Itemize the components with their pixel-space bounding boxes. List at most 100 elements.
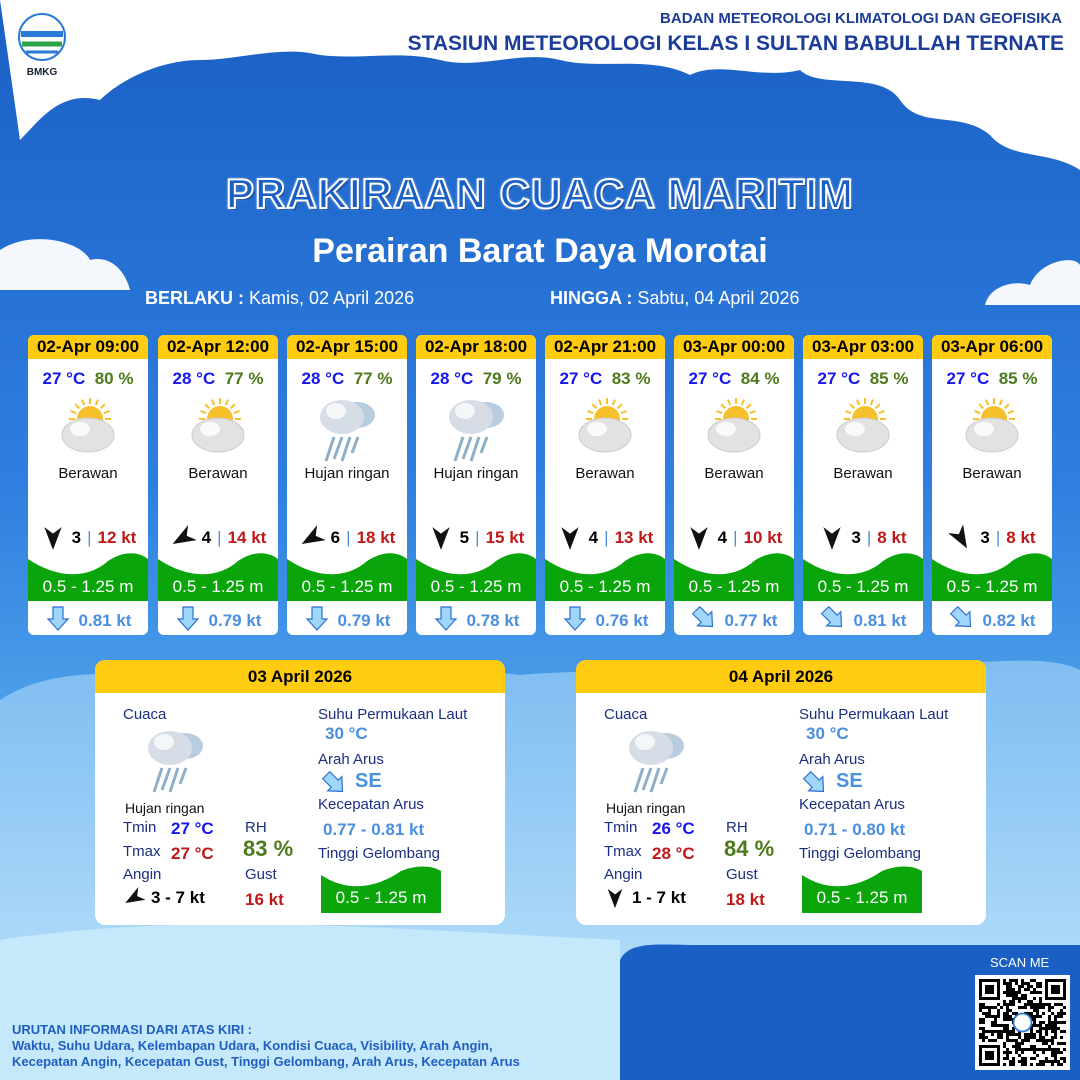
forecast-card: 02-Apr 18:00 28 °C 79 % Hujan ringan 5 | 1… [416,335,536,635]
current-speed: 0.81 kt [78,610,132,630]
partly-cloudy-icon [28,395,148,459]
wind-speed: 3 [71,528,82,547]
tmax-value: 28 °C [652,844,695,863]
arrow-southeast-icon [691,605,717,635]
label-angin: Angin [123,866,162,883]
partly-cloudy-icon [932,395,1052,459]
sst-value: 30 °C [806,724,849,743]
arrow-down-icon [433,605,459,635]
current-direction-icon [802,770,828,801]
forecast-time: 02-Apr 12:00 [158,335,278,359]
wind-speed: 6 [330,528,341,547]
org-name: BADAN METEOROLOGI KLIMATOLOGI DAN GEOFIS… [660,10,1062,27]
weather-condition: Hujan ringan [433,465,519,482]
daily-date: 04 April 2026 [576,660,986,693]
tmax-value: 27 °C [171,844,214,863]
wind-direction-icon [823,527,842,550]
weather-condition: Berawan [188,465,248,482]
air-temp: 27 °C [946,369,990,388]
arrow-down-icon [175,605,201,635]
current-speed: 0.82 kt [982,610,1036,630]
wave-height: 0.5 - 1.25 m [817,577,909,596]
forecast-card: 02-Apr 15:00 28 °C 77 % Hujan ringan 6 | 1… [287,335,407,635]
side-cloud-right [985,260,1080,305]
wave-icon [416,553,536,601]
air-temp: 28 °C [172,369,216,388]
weather-icon [621,726,691,801]
wave-icon [287,553,407,601]
sst-value: 30 °C [325,724,368,743]
partly-cloudy-icon [545,395,665,459]
wave-icon [28,553,148,601]
wave-icon [803,553,923,601]
air-temp: 28 °C [301,369,345,388]
arrow-down-icon [562,605,588,635]
wave-icon [932,553,1052,601]
forecast-card: 03-Apr 03:00 27 °C 85 % Berawan 3 | 8 kt 0… [803,335,923,635]
wave-icon [321,866,441,913]
wind-speed: 3 [851,528,861,547]
forecast-time: 03-Apr 00:00 [674,335,794,359]
label-kecepatan-arus: Kecepatan Arus [799,796,905,813]
weather-icon [140,726,210,801]
wind-direction-icon [172,525,196,544]
label-tinggi-gelombang: Tinggi Gelombang [318,845,441,862]
wind-direction-icon [44,527,62,550]
forecast-time: 03-Apr 03:00 [803,335,923,359]
wave-height: 0.5 - 1.25 m [42,577,134,596]
station-name: STASIUN METEOROLOGI KELAS I SULTAN BABUL… [407,32,1064,55]
partly-cloudy-icon [158,395,278,459]
header-clouds [0,0,1080,170]
wave-icon [545,553,665,601]
qr-code[interactable] [975,975,1070,1070]
humidity: 83 % [611,369,651,388]
gust-value: 16 kt [245,890,284,909]
gust-speed: 18 kt [356,528,396,547]
weather-condition: Hujan ringan [125,800,205,816]
forecast-card: 02-Apr 21:00 27 °C 83 % Berawan 4 | 13 kt … [545,335,665,635]
humidity: 85 % [998,369,1038,388]
forecast-card: 03-Apr 00:00 27 °C 84 % Berawan 4 | 10 kt … [674,335,794,635]
current-direction: SE [355,770,382,792]
current-speed: 0.81 kt [853,610,907,630]
light-rain-icon [287,395,407,462]
label-arah-arus: Arah Arus [318,751,384,768]
tmin-value: 26 °C [652,819,695,838]
light-rain-icon [416,395,536,462]
weather-condition: Berawan [833,465,893,482]
valid-from: BERLAKU : Kamis, 02 April 2026 [145,288,415,308]
arrow-down-icon [304,605,330,635]
label-gust: Gust [726,866,758,883]
footer-legend: URUTAN INFORMASI DARI ATAS KIRI : Waktu,… [12,1022,520,1069]
weather-condition: Hujan ringan [606,800,686,816]
label-tmax: Tmax [604,843,642,860]
wind-direction-icon [125,887,145,904]
wind-direction-icon [301,525,325,544]
arrow-southeast-icon [949,605,975,635]
rh-value: 83 % [243,836,294,861]
forecast-time: 02-Apr 15:00 [287,335,407,359]
current-speed: 0.76 kt [595,610,649,630]
air-temp: 27 °C [42,369,86,388]
current-speed-range: 0.77 - 0.81 kt [323,820,425,839]
daily-summary-panel: 04 April 2026 Cuaca Hujan ringan Tmin 26… [576,660,986,925]
air-temp: 28 °C [430,369,474,388]
humidity: 79 % [482,369,522,388]
label-rh: RH [726,819,748,836]
daily-date: 03 April 2026 [95,660,505,693]
wind-range: 1 - 7 kt [632,888,686,907]
label-tmin: Tmin [604,819,638,836]
gust-speed: 12 kt [97,528,137,547]
bmkg-logo: BMKG [14,12,70,78]
label-rh: RH [245,819,267,836]
forecast-card: 03-Apr 06:00 27 °C 85 % Berawan 3 | 8 kt 0… [932,335,1052,635]
gust-speed: 8 kt [877,528,907,547]
side-cloud-left [0,239,130,290]
wind-direction-icon [607,888,623,909]
wave-height: 0.5 - 1.25 m [430,577,522,596]
label-arah-arus: Arah Arus [799,751,865,768]
wave-icon [158,553,278,601]
forecast-card: 02-Apr 12:00 28 °C 77 % Berawan 4 | 14 kt … [158,335,278,635]
wind-speed: 5 [459,528,470,547]
wind-speed: 4 [201,528,212,547]
